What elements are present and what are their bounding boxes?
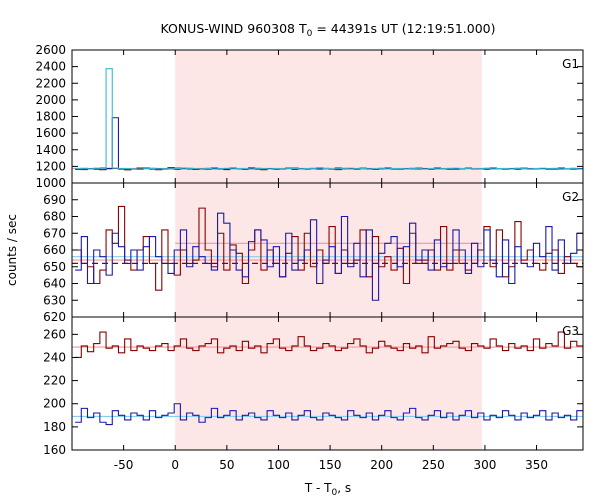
y-tick-label: 200 (43, 397, 66, 411)
chart-title: KONUS-WIND 960308 T0 = 44391s UT (12:19:… (160, 21, 495, 39)
y-tick-label: 1200 (35, 159, 66, 173)
highlight-interval (175, 317, 482, 450)
series-group (75, 331, 583, 426)
y-tick-label: 220 (43, 374, 66, 388)
x-tick-label: 350 (525, 458, 548, 472)
y-tick-label: 240 (43, 350, 66, 364)
highlight-interval (175, 50, 482, 183)
series-cyan-line (75, 68, 583, 170)
x-tick-label: 50 (219, 458, 234, 472)
series-group (75, 205, 583, 301)
x-tick-label: 0 (171, 458, 179, 472)
y-tick-label: 2400 (35, 60, 66, 74)
y-tick-label: 680 (43, 210, 66, 224)
series-group (75, 68, 583, 171)
y-tick-label: 1800 (35, 110, 66, 124)
panel-g1: 1000 1200 1400 1600 1800 2000 2200 2400 2600 G1 (35, 43, 584, 190)
x-tick-label: 100 (267, 458, 290, 472)
y-tick-label: 630 (43, 293, 66, 307)
y-tick-label: 2600 (35, 43, 66, 57)
y-tick-label: 1400 (35, 143, 66, 157)
series-red-line (75, 331, 583, 359)
panel-frame (71, 316, 584, 451)
panel-label: G2 (562, 190, 579, 204)
y-tick-label: 160 (43, 443, 66, 457)
x-tick-label: 200 (370, 458, 393, 472)
y-tick-label: 660 (43, 243, 66, 257)
y-tick-label: 690 (43, 193, 66, 207)
y-tick-label: 670 (43, 226, 66, 240)
y-tick-label: 640 (43, 277, 66, 291)
y-tick-label: 2000 (35, 93, 66, 107)
y-tick-label: 260 (43, 327, 66, 341)
panel-g3: 160 180 200 220 240 260 G3 (43, 316, 584, 457)
y-tick-label: 2200 (35, 76, 66, 90)
y-axis-label: counts / sec (5, 214, 19, 286)
x-tick-label: 250 (422, 458, 445, 472)
y-tick-label: 1600 (35, 126, 66, 140)
panel-label: G3 (562, 324, 579, 338)
y-tick-label: 620 (43, 310, 66, 324)
y-tick-label: 1000 (35, 176, 66, 190)
x-axis-label: T - T0, s (304, 481, 351, 498)
panel-g2: 620 630 640 650 660 670 680 690 G2 (43, 182, 584, 324)
y-tick-label: 180 (43, 420, 66, 434)
panel-label: G1 (562, 57, 579, 71)
x-tick-label: -50 (114, 458, 134, 472)
x-tick-label: 300 (473, 458, 496, 472)
series-blue-line (75, 403, 583, 426)
x-tick-label: 150 (319, 458, 342, 472)
series-blue-line (75, 212, 583, 301)
panels-group: 100012001400160018002000220024002600G162… (35, 43, 584, 472)
y-tick-label: 650 (43, 260, 66, 274)
